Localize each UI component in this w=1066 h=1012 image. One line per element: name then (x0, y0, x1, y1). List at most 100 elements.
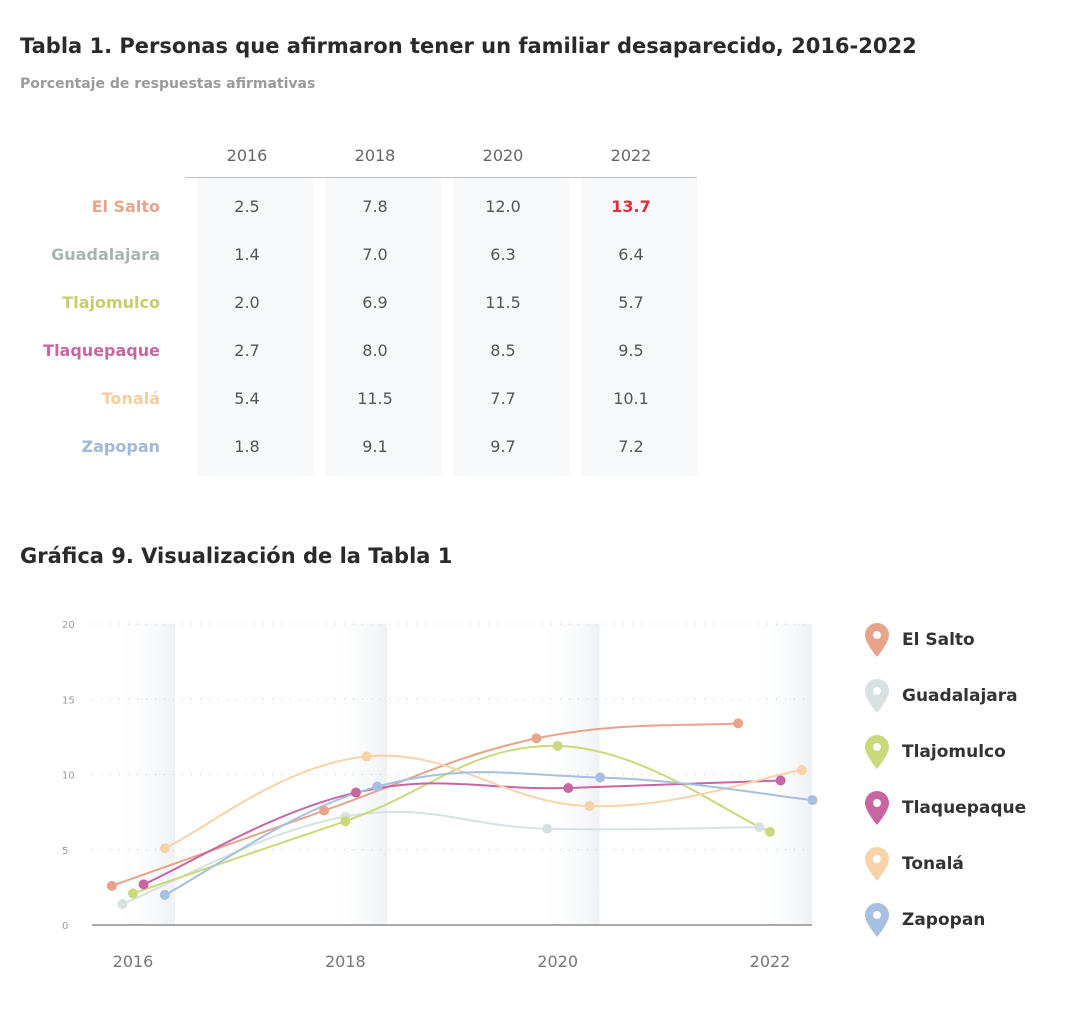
legend-label: El Salto (902, 630, 975, 650)
table-cell: 5.4 (234, 389, 260, 408)
series-line (122, 810, 760, 905)
column-band-2020 (453, 178, 569, 476)
table-cell: 7.2 (618, 437, 644, 456)
table-cell: 7.0 (362, 245, 388, 264)
y-tick-label: 5 (62, 846, 68, 857)
legend-item: Tlajomulco (862, 734, 1062, 790)
data-point (106, 880, 117, 891)
x-tick-label: 2018 (325, 952, 366, 971)
table-cell: 6.4 (618, 245, 644, 264)
table-cell: 9.1 (362, 437, 388, 456)
data-point (754, 822, 765, 833)
table-cell: 10.1 (613, 389, 649, 408)
map-pin-icon (865, 623, 889, 657)
data-point (531, 733, 542, 744)
table-cell: 5.7 (618, 293, 644, 312)
x-tick-label: 2022 (750, 952, 791, 971)
table-header-year: 2018 (354, 146, 396, 165)
table-cell: 11.5 (357, 389, 393, 408)
y-tick-label: 0 (62, 921, 68, 932)
data-point (340, 816, 351, 827)
data-point (584, 801, 595, 812)
data-point (765, 826, 775, 837)
data-point (159, 889, 170, 900)
map-pin-icon (865, 847, 889, 881)
map-pin-icon (865, 735, 889, 769)
legend-item: El Salto (862, 622, 1062, 678)
chart-legend: El Salto Guadalajara Tlajomulco Tlaquepaque… (862, 622, 1062, 958)
legend-label: Tlajomulco (902, 742, 1006, 762)
legend-label: Zapopan (902, 910, 986, 930)
x-tick-label: 2016 (113, 952, 154, 971)
table-header-year: 2022 (610, 146, 652, 165)
data-point (319, 805, 330, 816)
legend-item: Guadalajara (862, 678, 1062, 734)
data-point (563, 783, 574, 794)
table-title: Tabla 1. Personas que afirmaron tener un… (20, 34, 917, 58)
table-cell: 7.7 (490, 389, 516, 408)
table-header-year: 2020 (482, 146, 524, 165)
table-cell: 2.7 (234, 341, 260, 360)
data-point (595, 772, 606, 783)
table-cell: 9.7 (490, 437, 516, 456)
table-cell: 8.0 (362, 341, 388, 360)
column-band-2022 (581, 178, 697, 476)
legend-item: Tlaquepaque (862, 790, 1062, 846)
table-cell: 8.5 (490, 341, 516, 360)
table-header-year: 2016 (226, 146, 268, 165)
legend-label: Tlaquepaque (902, 798, 1027, 818)
data-point (552, 740, 563, 751)
table-row-label: Guadalajara (51, 245, 160, 264)
data-point (372, 781, 383, 792)
data-point (733, 718, 744, 729)
table-cell: 6.3 (490, 245, 516, 264)
table-cell: 11.5 (485, 293, 521, 312)
table-cell: 7.8 (362, 197, 388, 216)
data-point (138, 879, 149, 890)
table-row-label: Zapopan (81, 437, 160, 456)
legend-item: Tonalá (862, 846, 1062, 902)
data-point (542, 823, 553, 834)
series-line (164, 771, 813, 896)
map-pin-icon (865, 791, 889, 825)
chart-title: Gráfica 9. Visualización de la Tabla 1 (20, 544, 453, 568)
y-tick-label: 20 (62, 620, 75, 631)
column-band-2018 (325, 178, 441, 476)
data-point (775, 775, 786, 786)
series-line (111, 722, 739, 887)
x-tick-label: 2020 (537, 952, 578, 971)
data-point (128, 888, 138, 899)
data-point (117, 898, 128, 909)
table-header-divider (185, 177, 697, 178)
table-row-label: Tlaquepaque (43, 341, 160, 360)
legend-item: Zapopan (862, 902, 1062, 958)
table-cell: 2.5 (234, 197, 260, 216)
year-band (325, 624, 388, 925)
data-table: 2016 2018 2020 2022 El Salto 2.5 7.8 12.0 13… (40, 140, 720, 480)
table-row-label: Tonalá (101, 389, 160, 408)
y-tick-label: 10 (62, 771, 75, 782)
table-cell: 9.5 (618, 341, 644, 360)
table-cell: 1.8 (234, 437, 260, 456)
table-cell: 12.0 (485, 197, 521, 216)
map-pin-icon (865, 679, 889, 713)
data-point (350, 787, 361, 798)
legend-label: Guadalajara (902, 686, 1018, 706)
column-band-2016 (197, 178, 313, 476)
table-row-label: Tlajomulco (62, 293, 160, 312)
table-cell: 6.9 (362, 293, 388, 312)
table-cell: 1.4 (234, 245, 260, 264)
series-line (164, 754, 803, 850)
table-subtitle: Porcentaje de respuestas afirmativas (20, 76, 316, 92)
table-row-label: El Salto (91, 197, 160, 216)
y-tick-label: 15 (62, 695, 75, 706)
line-chart: 0 5 10 15 20 2016 2018 2020 2022 (62, 620, 818, 971)
data-point (159, 843, 170, 854)
table-cell: 13.7 (611, 197, 651, 216)
series-line (143, 779, 781, 886)
map-pin-icon (865, 903, 889, 937)
table-cell: 2.0 (234, 293, 260, 312)
data-point (807, 795, 818, 806)
data-point (796, 764, 807, 775)
legend-label: Tonalá (902, 854, 964, 874)
